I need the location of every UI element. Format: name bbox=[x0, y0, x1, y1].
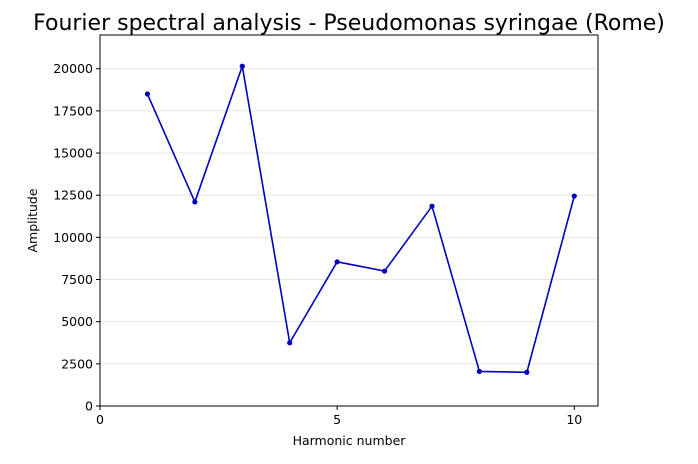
series-line bbox=[146, 65, 576, 374]
y-tick-label: 15000 bbox=[53, 146, 93, 161]
data-point bbox=[144, 91, 151, 97]
chart-title: Fourier spectral analysis - Pseudomonas … bbox=[33, 11, 665, 36]
y-tick-label: 2500 bbox=[61, 356, 93, 371]
x-tick-label: 0 bbox=[96, 412, 104, 427]
data-point bbox=[287, 340, 293, 346]
series-layer bbox=[144, 63, 577, 375]
y-tick-label: 10000 bbox=[53, 230, 93, 245]
y-axis-label: Amplitude bbox=[25, 188, 40, 252]
y-tick-label: 5000 bbox=[61, 314, 93, 329]
y-tick-label: 0 bbox=[85, 399, 93, 414]
x-tick-label: 5 bbox=[333, 412, 341, 427]
y-tick-label: 12500 bbox=[53, 188, 93, 203]
plot-frame bbox=[99, 34, 599, 407]
grid-lines bbox=[100, 68, 598, 365]
data-point bbox=[429, 203, 435, 209]
y-axis-ticks: 0 2500 5000 7500 10000 12500 15000 17500 20000 bbox=[53, 61, 100, 414]
data-point bbox=[381, 268, 388, 274]
data-point bbox=[476, 368, 483, 375]
x-tick-label: 10 bbox=[566, 412, 582, 427]
x-axis-ticks: 0 5 10 bbox=[96, 406, 582, 427]
y-tick-label: 17500 bbox=[53, 103, 93, 118]
y-tick-label: 7500 bbox=[61, 272, 93, 287]
data-point bbox=[524, 369, 530, 375]
y-tick-label: 20000 bbox=[53, 61, 93, 76]
data-point bbox=[334, 259, 340, 265]
data-point bbox=[571, 193, 577, 199]
x-axis-label: Harmonic number bbox=[293, 433, 407, 448]
data-point bbox=[239, 63, 245, 69]
data-point bbox=[192, 199, 198, 205]
